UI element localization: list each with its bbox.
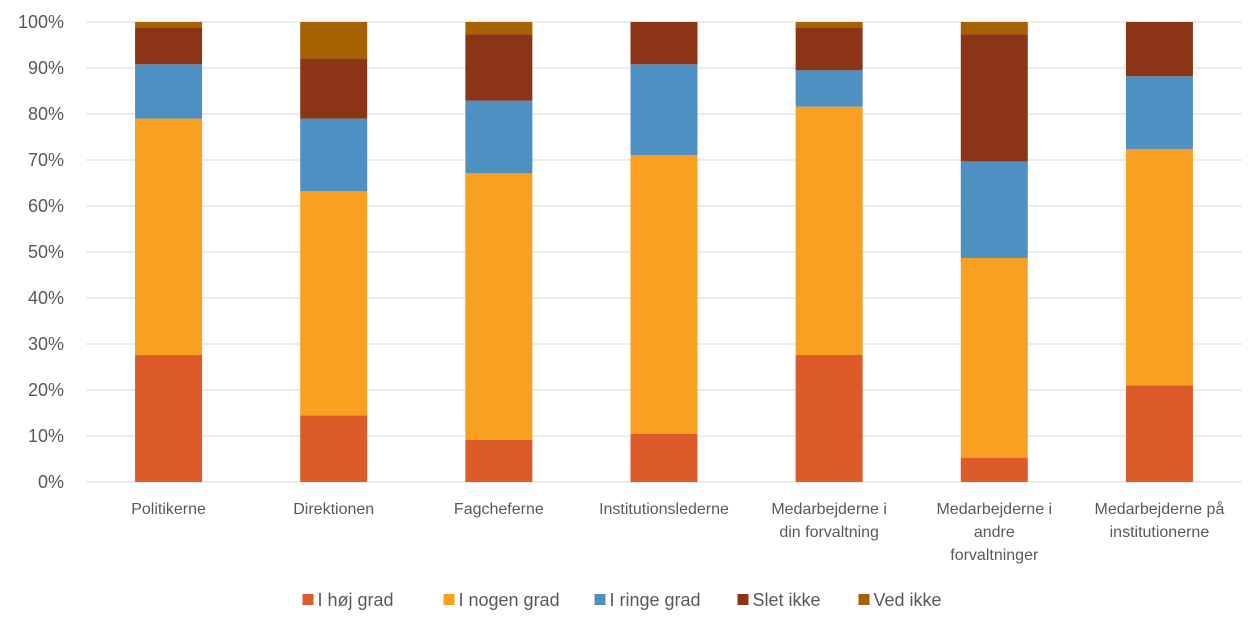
bar-segment: [135, 22, 203, 28]
legend-label: Ved ikke: [874, 590, 942, 610]
y-tick-label: 40%: [28, 288, 64, 308]
legend-label: I høj grad: [318, 590, 394, 610]
bar-segment: [630, 22, 698, 65]
bar-segment: [1125, 22, 1193, 77]
y-tick-label: 100%: [18, 12, 64, 32]
bar-segment: [795, 70, 863, 107]
x-category-label: Medarbejderne i din forvaltning: [771, 501, 887, 541]
x-category-label: Institutionslederne: [599, 501, 729, 518]
bar-segment: [1125, 76, 1193, 149]
x-category-label: Direktionen: [293, 501, 374, 518]
legend-swatch: [858, 594, 870, 605]
y-tick-label: 10%: [28, 426, 64, 446]
bar-segment: [300, 191, 368, 416]
bar-segment: [1125, 148, 1193, 386]
bars: [135, 22, 1193, 482]
y-tick-label: 80%: [28, 104, 64, 124]
bar-segment: [795, 106, 863, 356]
x-category-label: Fagcheferne: [454, 501, 544, 518]
bar-segment: [300, 118, 368, 192]
legend-swatch: [594, 594, 606, 605]
y-tick-label: 90%: [28, 58, 64, 78]
bar-segment: [465, 34, 533, 101]
legend-swatch: [302, 594, 314, 605]
bar-segment: [300, 58, 368, 119]
legend-label: Slet ikke: [753, 590, 821, 610]
bar-segment: [465, 173, 533, 440]
x-category-label: Politikerne: [131, 501, 206, 518]
bar-segment: [465, 22, 533, 35]
bar-segment: [135, 355, 203, 482]
bar-segment: [960, 34, 1028, 162]
y-tick-label: 70%: [28, 150, 64, 170]
bar-segment: [795, 27, 863, 71]
bar-segment: [795, 355, 863, 482]
y-tick-label: 20%: [28, 380, 64, 400]
x-axis-category-labels: Politikerne Direktionen Fagcheferne Institu…: [131, 500, 1224, 564]
bar-segment: [960, 22, 1028, 35]
bar-segment: [795, 22, 863, 28]
y-tick-label: 30%: [28, 334, 64, 354]
y-tick-label: 50%: [28, 242, 64, 262]
bar-segment: [630, 154, 698, 434]
bar-segment: [465, 100, 533, 174]
y-axis-tick-labels: 0% 10% 20% 30% 40% 50% 60% 70% 80% 90% 100%: [18, 12, 64, 492]
bar-segment: [1125, 385, 1193, 482]
bar-segment: [630, 433, 698, 482]
bar-segment: [630, 64, 698, 155]
x-category-label: Medarbejderne i andre forvaltninger: [936, 501, 1052, 564]
bar-segment: [960, 457, 1028, 482]
legend-label: I nogen grad: [459, 590, 560, 610]
bar-segment: [300, 415, 368, 482]
legend-swatch: [443, 594, 455, 605]
bar-segment: [960, 161, 1028, 258]
bar-segment: [465, 439, 533, 482]
bar-segment: [135, 64, 203, 119]
legend: I høj grad I nogen grad I ringe grad Slet i…: [302, 590, 942, 610]
y-tick-label: 60%: [28, 196, 64, 216]
y-tick-label: 0%: [38, 472, 64, 492]
legend-label: I ringe grad: [610, 590, 701, 610]
x-category-label: Medarbejderne på institutionerne: [1094, 500, 1224, 541]
bar-segment: [135, 118, 203, 356]
legend-swatch: [737, 594, 749, 605]
bar-segment: [300, 22, 368, 59]
bar-segment: [135, 27, 203, 65]
bar-segment: [960, 257, 1028, 458]
